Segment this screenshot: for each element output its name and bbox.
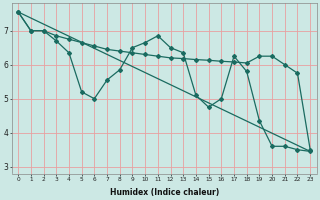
X-axis label: Humidex (Indice chaleur): Humidex (Indice chaleur) — [109, 188, 219, 197]
